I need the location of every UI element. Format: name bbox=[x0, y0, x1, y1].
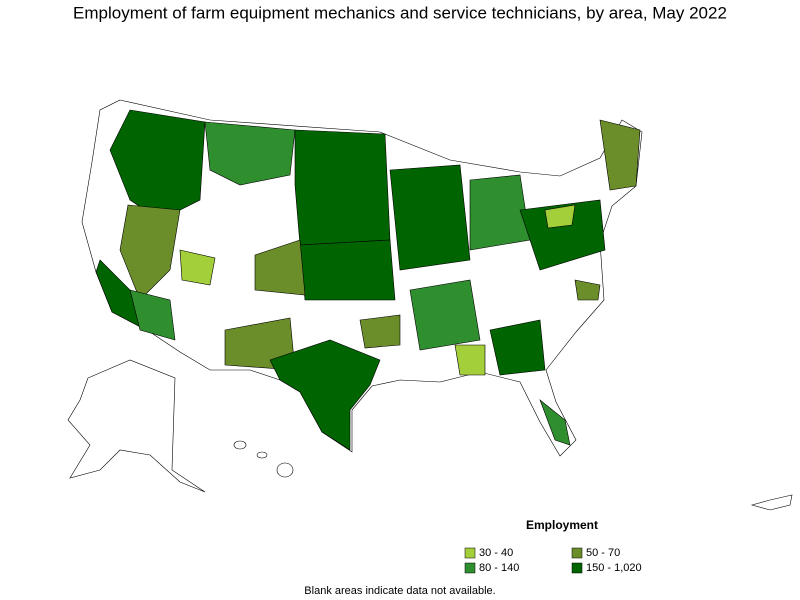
area bbox=[299, 239, 396, 301]
legend-swatch bbox=[464, 562, 476, 574]
area bbox=[539, 399, 571, 446]
map bbox=[67, 99, 793, 511]
area bbox=[519, 199, 606, 271]
legend-label: 80 - 140 bbox=[479, 562, 519, 574]
area bbox=[294, 129, 391, 246]
area bbox=[574, 279, 601, 301]
area bbox=[269, 339, 381, 451]
area bbox=[599, 119, 641, 191]
note: Blank areas indicate data not available. bbox=[304, 585, 495, 597]
area bbox=[129, 289, 176, 341]
area bbox=[254, 239, 306, 296]
hawaii bbox=[256, 451, 268, 459]
hawaii bbox=[233, 440, 247, 450]
legend-title: Employment bbox=[526, 518, 598, 532]
hawaii bbox=[276, 462, 294, 478]
legend-label: 30 - 40 bbox=[479, 547, 513, 559]
area bbox=[119, 204, 181, 301]
area bbox=[179, 249, 216, 286]
legend-swatch bbox=[571, 547, 583, 559]
area bbox=[409, 279, 481, 351]
area bbox=[454, 344, 486, 376]
legend-swatch bbox=[464, 547, 476, 559]
area bbox=[544, 204, 576, 229]
legend-label: 50 - 70 bbox=[586, 547, 620, 559]
legend: 30 - 40 50 - 70 80 - 140 150 - 1,020 bbox=[464, 547, 642, 574]
map-title: Employment of farm equipment mechanics a… bbox=[73, 3, 727, 22]
area bbox=[204, 121, 296, 186]
legend-swatch bbox=[571, 562, 583, 574]
legend-label: 150 - 1,020 bbox=[586, 562, 642, 574]
area bbox=[489, 319, 546, 376]
alaska bbox=[67, 359, 206, 493]
puerto-rico bbox=[750, 494, 793, 511]
area bbox=[359, 314, 401, 349]
area bbox=[389, 164, 471, 271]
